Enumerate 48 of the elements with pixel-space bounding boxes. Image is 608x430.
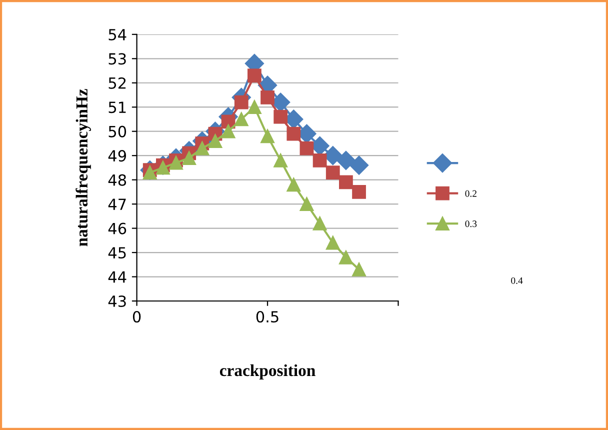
y-tick-label: 45 — [108, 247, 126, 259]
y-tick-label: 43 — [108, 295, 126, 308]
point — [300, 141, 314, 156]
x-tick-label: 0.5 — [256, 310, 278, 323]
x-axis-title: crackposition — [220, 364, 316, 380]
point — [248, 100, 262, 114]
point — [352, 262, 366, 276]
y-axis-title: naturalfrequencyinHz — [76, 89, 91, 246]
point — [326, 166, 340, 180]
point — [300, 197, 314, 211]
y-tick-label: 48 — [108, 174, 126, 186]
point — [349, 156, 369, 175]
point — [271, 92, 290, 112]
y-tick-label: 52 — [108, 77, 126, 89]
legend-label: 0.3 — [465, 220, 477, 228]
y-tick-label: 54 — [108, 29, 126, 40]
y-tick-label: 51 — [108, 102, 126, 114]
text: 0.4 — [511, 277, 523, 284]
point — [221, 124, 236, 138]
point — [339, 175, 353, 190]
point — [195, 141, 210, 156]
x-tick-label: 0 — [132, 310, 141, 323]
point — [336, 150, 356, 170]
point — [274, 153, 288, 168]
point — [286, 126, 301, 141]
point — [234, 95, 248, 110]
point — [182, 151, 196, 165]
y-tick-label: 44 — [108, 271, 126, 283]
y-tick-label: 50 — [108, 126, 126, 138]
point — [326, 236, 340, 250]
point — [234, 112, 248, 126]
y-tick-label: 53 — [108, 53, 126, 65]
legend-label: 0.2 — [465, 190, 476, 197]
point — [274, 110, 288, 124]
point — [312, 216, 327, 230]
y-tick-label: 47 — [108, 198, 126, 210]
point — [260, 129, 274, 144]
y-tick-label: 49 — [108, 150, 126, 162]
point — [323, 146, 342, 166]
point — [208, 134, 222, 148]
y-tick-label: 46 — [108, 222, 126, 234]
point — [312, 153, 327, 168]
point — [260, 90, 274, 104]
point — [169, 156, 183, 170]
point — [248, 68, 262, 83]
point — [286, 178, 301, 192]
point — [352, 184, 366, 199]
point — [339, 250, 353, 264]
